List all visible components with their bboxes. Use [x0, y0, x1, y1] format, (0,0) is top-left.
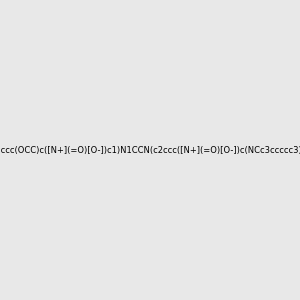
Text: O=C(c1ccc(OCC)c([N+](=O)[O-])c1)N1CCN(c2ccc([N+](=O)[O-])c(NCc3ccccc3)c2)CC1: O=C(c1ccc(OCC)c([N+](=O)[O-])c1)N1CCN(c2…	[0, 146, 300, 154]
